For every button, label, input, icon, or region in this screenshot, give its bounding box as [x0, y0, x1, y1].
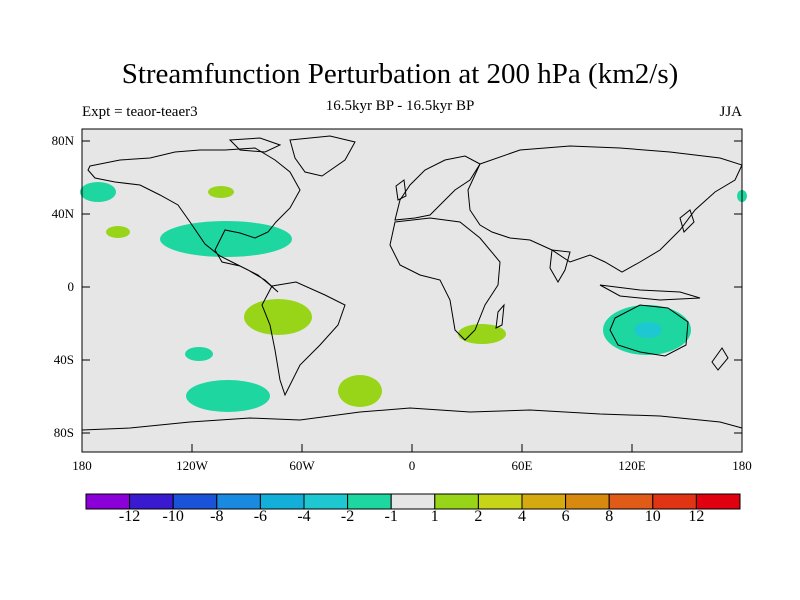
lon-label-120e: 120E: [618, 458, 646, 473]
coast-japan: [679, 209, 695, 233]
coast-uk: [395, 179, 407, 201]
lat-label-40n: 40N: [51, 206, 74, 221]
colorbar-label: -8: [210, 508, 224, 525]
colorbar-swatch: [216, 493, 261, 510]
colorbar-swatch: [477, 493, 523, 510]
anomaly-e-pacific-small: [106, 226, 130, 238]
experiment-label: Expt = teaor-teaer3: [82, 104, 198, 120]
colorbar-label: 4: [518, 508, 526, 525]
coast-antarctica: [81, 407, 743, 431]
anomaly-s-atlantic: [338, 375, 382, 407]
coast-india: [549, 249, 571, 283]
anomaly-s-pacific-small: [185, 347, 213, 361]
coast-south-america: [261, 281, 346, 397]
period-label: 16.5kyr BP - 16.5kyr BP: [325, 98, 475, 114]
colorbar-label: -6: [253, 508, 268, 525]
lon-label-60w: 60W: [289, 458, 315, 473]
season-label: JJA: [719, 104, 742, 120]
colorbar-swatch: [521, 493, 567, 510]
lon-label-120w: 120W: [176, 458, 208, 473]
colorbar-label: 12: [688, 508, 705, 525]
colorbar-label: 6: [561, 508, 570, 525]
colorbar-label: -1: [384, 508, 398, 525]
lon-label-180w: 180: [72, 458, 92, 473]
coast-greenland: [289, 135, 356, 177]
coast-australia: [609, 304, 689, 357]
coast-africa: [389, 217, 501, 341]
colorbar-swatch: [608, 493, 654, 510]
anomaly-central-america: [160, 221, 292, 257]
lon-label-60e: 60E: [511, 458, 533, 473]
colorbar-swatch: [434, 493, 479, 510]
colorbar-label: -4: [297, 508, 311, 525]
colorbar-swatch: [695, 493, 741, 510]
coastlines: [81, 135, 743, 431]
colorbar-label: -10: [162, 508, 184, 525]
coast-arctic-islands: [228, 137, 282, 153]
colorbar-label: 8: [605, 508, 614, 525]
colorbar-swatch: [129, 493, 174, 510]
lat-label-80s: 80S: [53, 425, 74, 440]
colorbar-label: -12: [118, 508, 141, 525]
coast-asia: [467, 145, 743, 273]
lon-label-180e: 180: [732, 458, 752, 473]
colorbar-label: 10: [644, 508, 661, 525]
lat-label-80n: 80N: [51, 133, 74, 148]
anomaly-s-africa: [458, 324, 506, 344]
colorbar-swatch: [85, 493, 131, 510]
lat-label-40s: 40S: [53, 352, 74, 367]
anomaly-fills: [80, 182, 747, 412]
coast-new-zealand: [711, 347, 729, 371]
lon-tickmarks: [81, 444, 743, 452]
colorbar-swatch: [565, 493, 610, 510]
colorbar-label: 2: [474, 508, 483, 525]
anomaly-se-pacific: [244, 299, 312, 335]
anomaly-australia-core: [634, 322, 662, 338]
coast-north-america: [87, 147, 301, 293]
lat-label-0: 0: [67, 279, 75, 294]
colorbar-swatch: [172, 493, 218, 510]
colorbar-label: 1: [430, 508, 439, 525]
anomaly-n-pacific: [80, 182, 116, 202]
coast-madagascar: [495, 303, 505, 329]
colorbar-swatch: [390, 493, 436, 510]
colorbar-swatch: [259, 493, 305, 510]
anomaly-southern-ocean: [186, 380, 270, 412]
plot-title: Streamfunction Perturbation at 200 hPa (…: [121, 58, 679, 90]
colorbar-swatch: [652, 493, 697, 510]
lat-tickmarks: [82, 140, 742, 434]
colorbar-swatch: [303, 493, 349, 510]
coast-indonesia: [599, 284, 701, 301]
lon-label-0: 0: [408, 458, 416, 473]
anomaly-n-america: [208, 186, 234, 198]
colorbar-swatch: [347, 493, 392, 510]
colorbar-label: -2: [340, 508, 355, 525]
